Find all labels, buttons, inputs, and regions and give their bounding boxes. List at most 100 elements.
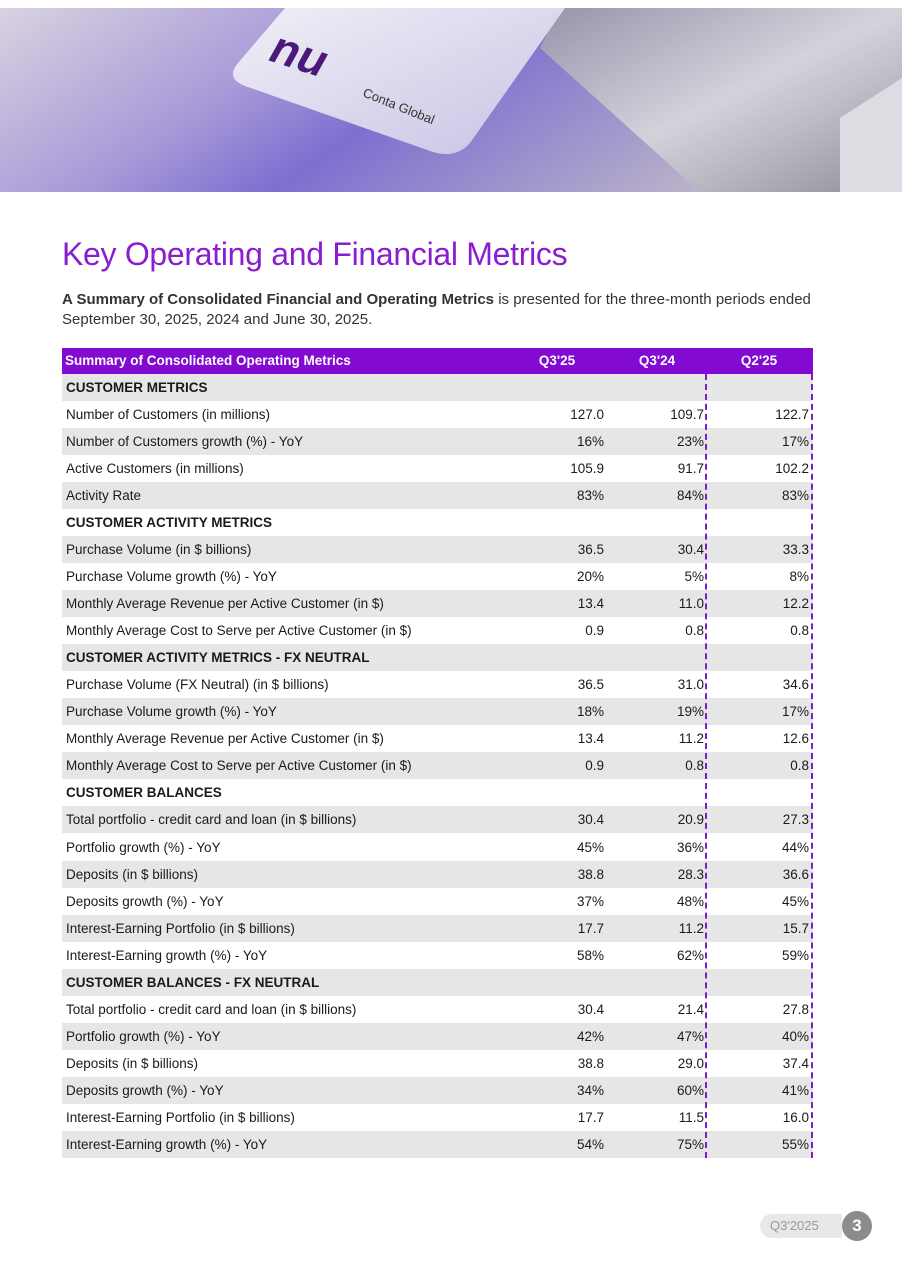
row-value: 0.9 [585,758,604,774]
row-value: 0.8 [790,758,809,774]
row-value: 62% [676,947,704,963]
row-value: 38.8 [577,1055,604,1071]
data-row: Activity Rate 83% 84% 83% [62,482,813,510]
row-value: 30.4 [577,1001,604,1017]
row-label: Deposits growth (%) - YoY [66,1082,224,1098]
row-value: 30.4 [677,542,704,558]
row-value: 55% [781,1136,809,1152]
row-value: 23% [676,434,704,450]
row-value: 13.4 [577,596,604,612]
row-value: 11.2 [678,920,704,936]
row-value: 17% [781,704,809,720]
data-row: Total portfolio - credit card and loan (… [62,996,813,1023]
row-label: Purchase Volume (in $ billions) [66,542,252,558]
section-title: CUSTOMER METRICS [66,380,208,395]
row-label: Purchase Volume (FX Neutral) (in $ billi… [66,677,329,693]
row-value: 45% [781,893,809,909]
row-value: 36% [676,839,704,855]
data-row: Number of Customers (in millions) 127.0 10… [62,401,813,428]
data-row: Deposits (in $ billions) 38.8 28.3 36.6 [62,860,813,888]
metrics-table: Summary of Consolidated Operating Metric… [62,348,813,1159]
column-divider [811,374,813,1158]
row-label: Total portfolio - credit card and loan (… [66,812,357,828]
data-row: Total portfolio - credit card and loan (… [62,806,813,834]
row-label: Monthly Average Cost to Serve per Active… [66,623,412,639]
row-value: 48% [676,893,704,909]
data-row: Purchase Volume (FX Neutral) (in $ billi… [62,671,813,698]
row-value: 83% [781,488,809,504]
section-title: CUSTOMER ACTIVITY METRICS [66,515,273,531]
data-row: Deposits growth (%) - YoY 37% 48% 45% [62,888,813,915]
row-label: Interest-Earning growth (%) - YoY [66,1136,268,1152]
row-label: Deposits (in $ billions) [66,866,199,882]
page-number: 3 [842,1211,872,1241]
row-label: Portfolio growth (%) - YoY [66,839,221,855]
row-value: 19% [676,704,704,720]
header-cell: Q3'24 [638,353,676,368]
row-label: Activity Rate [66,488,142,504]
row-label: Deposits (in $ billions) [66,1055,199,1071]
data-row: Number of Customers growth (%) - YoY 16% 2… [62,428,813,456]
row-value: 59% [781,947,809,963]
header-cell: Q3'25 [538,353,576,368]
column-divider [705,374,707,1158]
row-value: 84% [676,488,704,504]
row-value: 34% [576,1082,604,1098]
row-label: Purchase Volume growth (%) - YoY [66,704,277,720]
data-row: Interest-Earning growth (%) - YoY 58% 62% 5… [62,942,813,969]
data-row: Portfolio growth (%) - YoY 42% 47% 40% [62,1022,813,1050]
row-value: 0.8 [685,758,704,774]
header-label: Summary of Consolidated Operating Metric… [65,353,351,368]
row-value: 38.8 [577,866,604,882]
row-value: 102.2 [775,461,809,477]
row-label: Number of Customers (in millions) [66,407,271,423]
row-value: 40% [781,1028,809,1044]
section-row: CUSTOMER BALANCES - FX NEUTRAL [62,968,813,996]
data-row: Interest-Earning Portfolio (in $ billion… [62,1104,813,1131]
row-value: 0.8 [685,623,704,639]
row-label: Interest-Earning growth (%) - YoY [66,947,268,963]
row-value: 16% [576,434,604,450]
row-value: 37% [576,893,604,909]
data-row: Interest-Earning Portfolio (in $ billion… [62,914,813,942]
data-row: Monthly Average Cost to Serve per Active… [62,752,813,780]
row-label: Number of Customers growth (%) - YoY [66,434,304,450]
row-value: 60% [676,1082,704,1098]
row-value: 11.2 [678,731,704,747]
row-value: 8% [789,569,809,585]
row-label: Monthly Average Revenue per Active Custo… [66,731,384,747]
row-value: 13.4 [577,731,604,747]
row-value: 33.3 [782,542,809,558]
row-value: 42% [576,1028,604,1044]
row-value: 91.7 [677,461,704,477]
row-label: Purchase Volume growth (%) - YoY [66,569,277,585]
data-row: Interest-Earning growth (%) - YoY 54% 75% 5… [62,1130,813,1158]
row-value: 45% [576,839,604,855]
row-value: 122.7 [775,407,809,423]
row-label: Active Customers (in millions) [66,461,244,477]
row-value: 11.0 [678,596,704,612]
row-value: 12.2 [782,596,809,612]
row-label: Monthly Average Cost to Serve per Active… [66,758,412,774]
row-value: 20.9 [677,812,704,828]
section-title: CUSTOMER ACTIVITY METRICS - FX NEUTRAL [66,650,370,666]
row-value: 21.4 [677,1001,704,1017]
row-value: 31.0 [677,677,704,693]
row-label: Interest-Earning Portfolio (in $ billion… [66,1109,295,1125]
section-row: CUSTOMER BALANCES [62,779,813,806]
row-label: Portfolio growth (%) - YoY [66,1028,221,1044]
row-value: 83% [576,488,604,504]
row-label: Deposits growth (%) - YoY [66,893,224,909]
data-row: Purchase Volume growth (%) - YoY 20% 5% 8% [62,563,813,590]
section-row: CUSTOMER ACTIVITY METRICS [62,509,813,536]
row-value: 0.8 [790,623,809,639]
row-value: 37.4 [782,1055,809,1071]
row-value: 58% [576,947,604,963]
row-value: 30.4 [577,812,604,828]
header-image: nu Conta Global [0,8,902,192]
row-value: 27.3 [782,812,809,828]
row-value: 27.8 [782,1001,809,1017]
row-value: 36.5 [577,542,604,558]
data-row: Monthly Average Revenue per Active Custo… [62,590,813,618]
row-value: 17% [781,434,809,450]
